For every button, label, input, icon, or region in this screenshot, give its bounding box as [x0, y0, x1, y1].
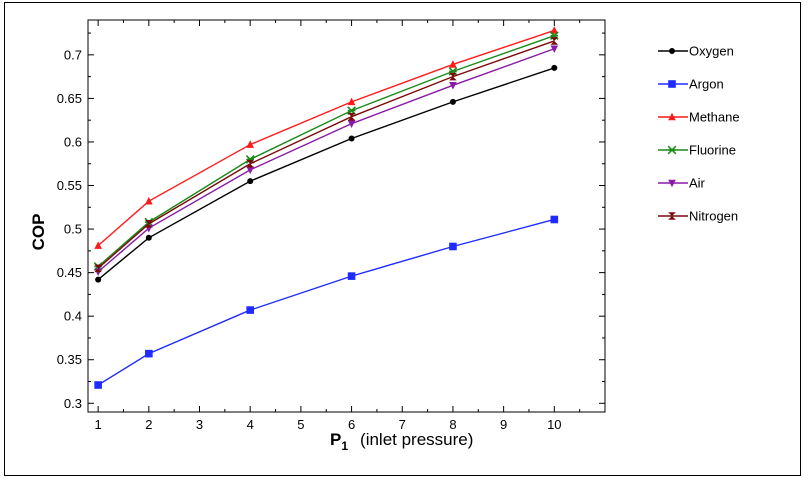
- data-point-nitrogen: [246, 159, 254, 168]
- legend-marker-argon: [668, 80, 676, 88]
- legend-marker-fluorine: [667, 145, 677, 155]
- legend-item-fluorine: Fluorine: [658, 143, 736, 158]
- legend-label: Methane: [689, 110, 740, 125]
- legend-item-air: Air: [658, 176, 706, 191]
- axes-ticks: [88, 20, 605, 412]
- data-point-argon: [550, 215, 559, 224]
- data-point-argon: [246, 306, 254, 314]
- legend-label: Fluorine: [689, 143, 736, 158]
- x-tick-label: 6: [348, 417, 355, 432]
- x-tick-label: 3: [196, 417, 203, 432]
- data-point-oxygen: [348, 135, 355, 142]
- data-point-argon: [449, 242, 457, 251]
- y-tick-label: 0.4: [64, 309, 82, 324]
- x-tick-label: 5: [297, 417, 304, 432]
- x-tick-label: 9: [500, 417, 507, 432]
- y-tick-label: 0.65: [57, 91, 82, 106]
- y-tick-labels: 0.3 0.35 0.4 0.45 0.5 0.55 0.6 0.65 0.7: [57, 47, 82, 410]
- data-point-argon: [145, 349, 153, 358]
- y-tick-label: 0.7: [64, 47, 82, 62]
- data-point-argon: [94, 381, 102, 389]
- legend-label: Nitrogen: [689, 209, 738, 224]
- legend-label: Air: [689, 176, 706, 191]
- x-axis-label: P1 (inlet pressure): [330, 430, 473, 453]
- series-nitrogen: [94, 37, 559, 273]
- y-tick-label: 0.5: [64, 222, 82, 237]
- x-axis-label-suffix: (inlet pressure): [360, 430, 473, 449]
- data-point-methane: [94, 241, 102, 249]
- x-tick-label: 10: [547, 417, 561, 432]
- legend-item-oxygen: Oxygen: [658, 44, 734, 59]
- series-line-oxygen: [97, 67, 555, 281]
- data-point-air: [550, 45, 559, 54]
- x-tick-label: 2: [145, 417, 152, 432]
- x-axis-label-subscript: 1: [341, 439, 348, 453]
- data-point-methane: [145, 196, 153, 205]
- legend-marker-nitrogen: [668, 212, 676, 220]
- data-point-nitrogen: [145, 220, 153, 228]
- series-methane: [94, 26, 559, 249]
- data-point-air: [347, 120, 356, 128]
- series-line-air: [97, 48, 555, 273]
- data-point-oxygen: [145, 234, 152, 241]
- legend-marker-oxygen: [669, 48, 675, 54]
- x-tick-label: 1: [95, 417, 102, 432]
- y-tick-label: 0.35: [57, 352, 82, 367]
- y-tick-label: 0.55: [57, 178, 82, 193]
- series-argon: [94, 215, 559, 389]
- y-tick-label: 0.6: [64, 134, 82, 149]
- legend-item-argon: Argon: [658, 77, 724, 92]
- x-tick-label: 4: [247, 417, 254, 432]
- data-point-air: [246, 166, 254, 175]
- x-axis-label-main: P: [330, 430, 341, 449]
- legend-label: Argon: [689, 77, 724, 92]
- x-tick-label: 7: [399, 417, 406, 432]
- data-point-oxygen: [95, 276, 102, 283]
- legend-label: Oxygen: [689, 44, 734, 59]
- plot-area-border: [87, 19, 606, 413]
- series-line-methane: [97, 29, 555, 247]
- y-axis-label: COP: [29, 214, 48, 251]
- legend-item-methane: Methane: [658, 110, 740, 125]
- legend-item-nitrogen: Nitrogen: [658, 209, 738, 224]
- series-layer: [93, 26, 559, 389]
- data-point-nitrogen: [94, 264, 102, 273]
- series-line-fluorine: [97, 35, 555, 268]
- data-point-methane: [550, 26, 559, 34]
- data-point-methane: [449, 60, 457, 68]
- legend: Oxygen Argon Methane Fluorine Air Nitrogen: [658, 44, 740, 224]
- data-point-methane: [347, 97, 356, 106]
- data-point-methane: [246, 140, 254, 148]
- data-point-nitrogen: [449, 72, 457, 81]
- series-line-nitrogen: [97, 40, 555, 269]
- data-point-oxygen: [551, 64, 558, 71]
- x-tick-labels: 1 2 3 4 5 6 7 8 9 10: [95, 417, 562, 432]
- x-tick-label: 8: [449, 417, 456, 432]
- legend-marker-air: [668, 179, 676, 188]
- series-air: [94, 45, 559, 277]
- data-point-oxygen: [449, 98, 456, 105]
- series-line-argon: [97, 218, 555, 386]
- data-point-nitrogen: [347, 112, 356, 121]
- series-fluorine: [93, 31, 559, 271]
- series-oxygen: [95, 64, 558, 283]
- data-point-oxygen: [247, 178, 254, 185]
- y-tick-label: 0.3: [64, 396, 82, 411]
- data-point-argon: [347, 272, 356, 280]
- data-point-air: [449, 82, 457, 90]
- y-tick-label: 0.45: [57, 265, 82, 280]
- data-point-nitrogen: [550, 37, 559, 45]
- legend-marker-methane: [668, 112, 676, 121]
